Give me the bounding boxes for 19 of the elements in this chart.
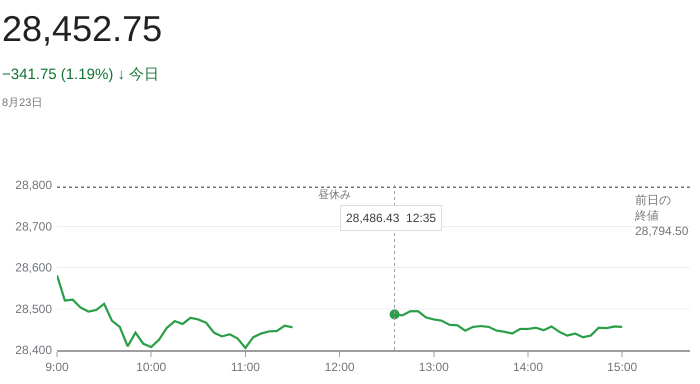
chart-subtitle: −341.75 (1.19%) ↓ 今日 [2, 66, 160, 83]
y-tick-label: 28,600 [15, 260, 52, 275]
line-series [57, 274, 294, 350]
x-tick-label: 9:00 [45, 360, 69, 374]
chart-title: 28,452.75 [2, 8, 162, 49]
y-tick-label: 28,500 [15, 302, 52, 316]
x-tick-label: 10:00 [136, 360, 167, 374]
x-tick-label: 12:00 [324, 360, 355, 374]
annotation: 昼休み [318, 189, 351, 201]
ref-line-label: 前日の終値 28,794.50 [634, 193, 689, 238]
text: 8月23日 [2, 97, 42, 109]
y-tick-label: 28,700 [15, 219, 52, 234]
x-tick-label: 14:00 [512, 360, 544, 374]
y-tick-label: 28,400 [15, 343, 52, 358]
y-tick-label: 28,800 [15, 178, 52, 192]
x-tick-label: 11:00 [230, 360, 260, 374]
annotation: 28,486.43 12:35 [346, 211, 436, 225]
x-tick-label: 15:00 [607, 360, 638, 374]
x-tick-label: 13:00 [418, 360, 450, 374]
